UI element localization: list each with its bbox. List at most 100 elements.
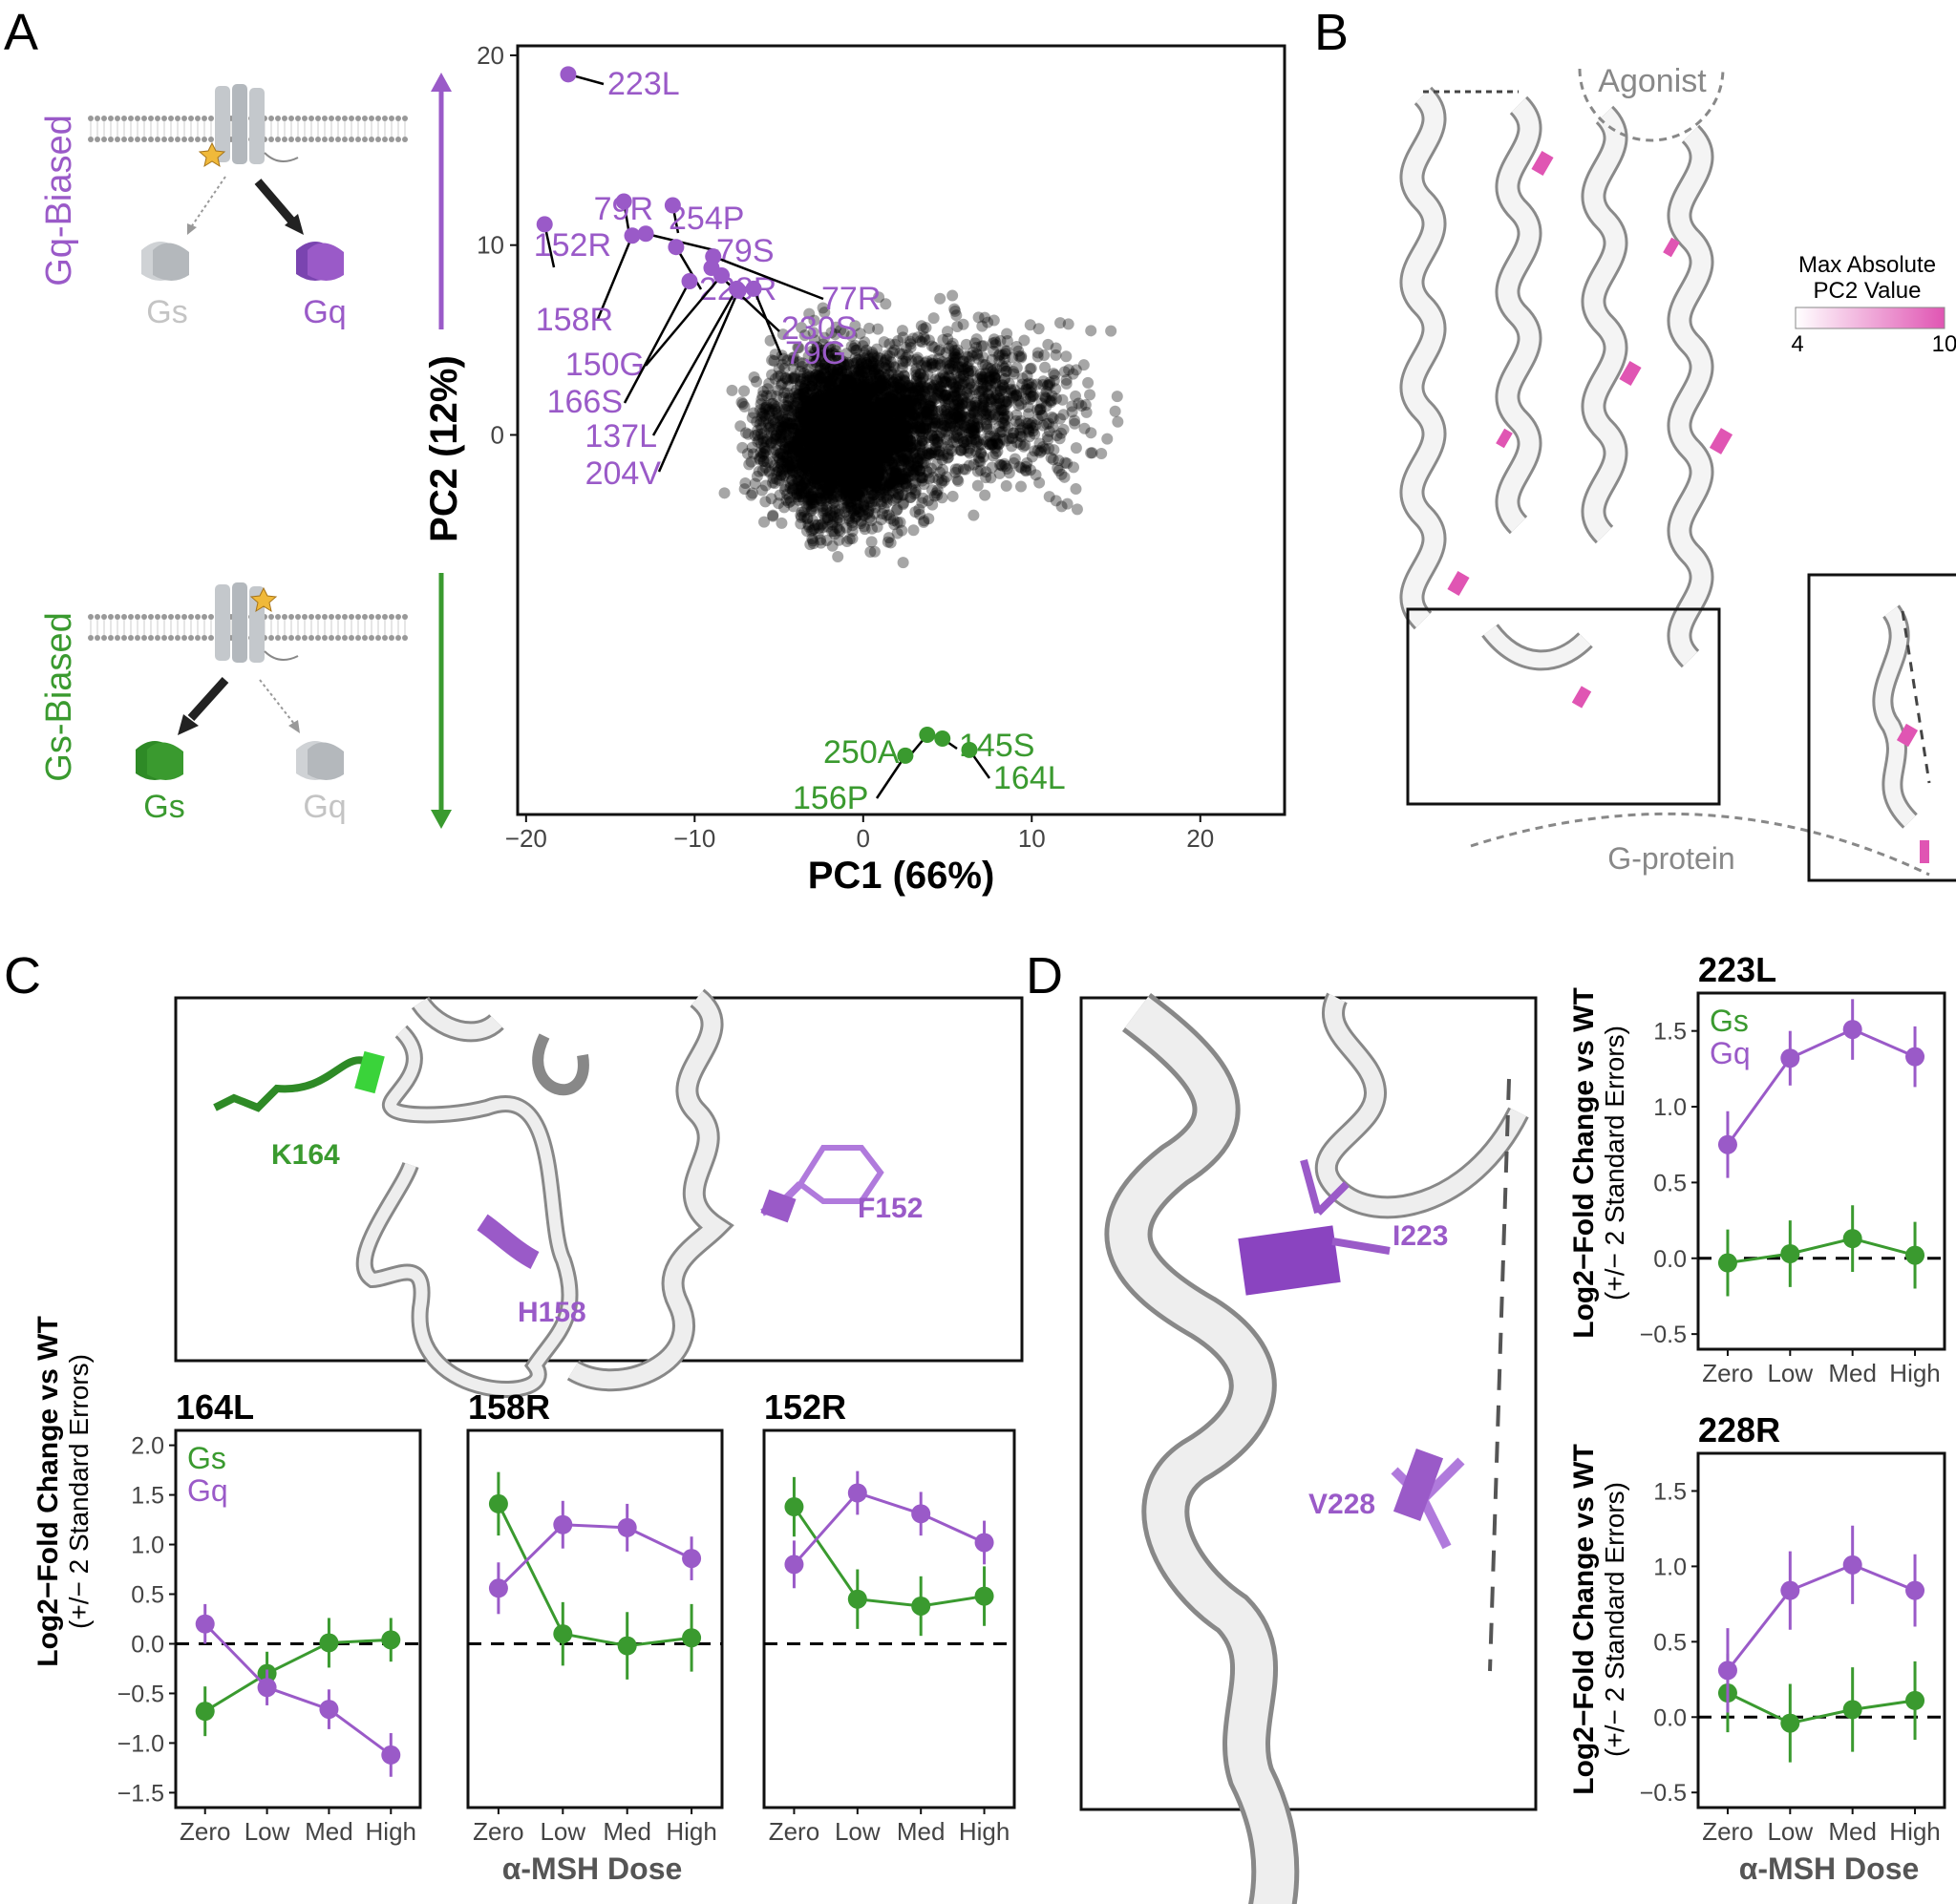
data-point — [1717, 1253, 1737, 1273]
panel-label-c: C — [4, 947, 41, 1005]
scatter-point — [882, 418, 895, 431]
data-point — [911, 1596, 931, 1616]
scatter-point — [853, 445, 865, 457]
scatter-point — [794, 421, 806, 434]
scatter-point — [782, 497, 795, 509]
scatter-point — [886, 392, 899, 405]
scatter-point — [904, 338, 917, 350]
scatter-point — [894, 372, 906, 385]
scatter-point — [876, 435, 888, 448]
point-label-223L: 223L — [607, 66, 680, 102]
scatter-point — [1042, 378, 1054, 391]
scatter-point — [1023, 377, 1035, 390]
scatter-point — [869, 447, 882, 459]
scatter-point — [923, 448, 935, 460]
scatter-point — [819, 416, 831, 429]
scatter-point — [856, 426, 868, 438]
scatter-point — [968, 419, 981, 432]
scatter-point — [937, 333, 949, 346]
scatter-point — [845, 397, 858, 410]
x-tick-label: High — [666, 1817, 716, 1846]
scatter-point — [871, 351, 883, 364]
scatter-point — [803, 438, 816, 451]
scatter-point — [1033, 437, 1046, 450]
scatter-point — [1085, 447, 1097, 459]
scatter-point — [983, 438, 995, 451]
scatter-point — [797, 451, 810, 463]
scatter-point — [814, 421, 826, 434]
ylabel-d-bottom-1: Log2−Fold Change vs WT — [1568, 1444, 1600, 1795]
scatter-point — [948, 345, 961, 357]
scatter-point — [816, 392, 828, 405]
scatter-point — [878, 421, 890, 434]
scatter-point — [821, 520, 834, 533]
scatter-point — [964, 447, 976, 459]
scatter-point — [842, 436, 855, 449]
series-line — [1726, 1563, 1916, 1672]
scatter-point — [819, 453, 831, 465]
data-point — [319, 1700, 339, 1720]
scatter-point — [988, 314, 1000, 327]
x-tick-label: 0 — [857, 824, 870, 853]
scatter-point — [824, 462, 837, 475]
scatter-point — [938, 414, 950, 427]
scatter-point — [862, 440, 875, 453]
scatter-point — [823, 368, 836, 380]
scatter-point — [875, 440, 887, 453]
scatter-point — [765, 436, 777, 449]
scatter-point — [988, 345, 1000, 357]
scatter-point — [1056, 393, 1069, 406]
scatter-point — [842, 410, 855, 422]
scatter-point — [865, 442, 878, 455]
scatter-point — [1055, 427, 1068, 439]
scatter-point — [766, 476, 778, 489]
scatter-point — [844, 483, 857, 496]
x-tick-label: 20 — [1186, 824, 1214, 853]
scatter-point — [889, 453, 902, 465]
x-tick-label: Zero — [1702, 1817, 1753, 1846]
scatter-point — [795, 485, 807, 497]
scatter-point — [866, 427, 879, 439]
scatter-point — [909, 484, 922, 497]
scatter-point — [815, 457, 827, 470]
scatter-point — [1085, 325, 1097, 337]
highlight-point-158R — [624, 227, 641, 244]
ylabel-c-2: (+/− 2 Standard Errors) — [64, 1354, 94, 1629]
scatter-point — [879, 354, 891, 367]
data-point — [381, 1745, 401, 1765]
scatter-point — [898, 470, 910, 482]
scatter-point — [855, 395, 867, 408]
scatter-point — [941, 471, 953, 483]
scatter-point — [835, 493, 847, 505]
x-tick-label: Med — [305, 1817, 353, 1846]
scatter-point — [830, 438, 842, 451]
scatter-point — [973, 388, 986, 400]
scatter-point — [866, 449, 879, 461]
scatter-point — [839, 430, 851, 442]
scatter-point — [860, 390, 872, 402]
x-tick-label: Zero — [1702, 1359, 1753, 1387]
scatter-point — [775, 370, 787, 382]
scatter-point — [846, 519, 859, 532]
scatter-point — [960, 397, 972, 410]
scatter-point — [1077, 359, 1090, 371]
receptor-structure: Agonist G-protein Max Absolute PC2 Value… — [1399, 63, 1956, 882]
scatter-point — [800, 420, 813, 433]
scatter-point — [799, 387, 812, 399]
scatter-point — [884, 467, 897, 479]
scatter-point — [738, 385, 751, 397]
data-point — [617, 1517, 637, 1537]
scatter-point — [812, 518, 824, 531]
scatter-point — [879, 435, 891, 448]
scatter-point — [844, 372, 857, 385]
scatter-point — [815, 378, 827, 391]
x-tick-label: −20 — [505, 824, 547, 853]
data-point — [381, 1630, 401, 1650]
scatter-point — [971, 413, 984, 425]
scatter-point — [916, 475, 928, 487]
point-label-79G: 79G — [785, 335, 846, 371]
scatter-point — [960, 396, 972, 409]
scatter-point — [844, 392, 857, 405]
x-tick-label: Low — [540, 1817, 585, 1846]
